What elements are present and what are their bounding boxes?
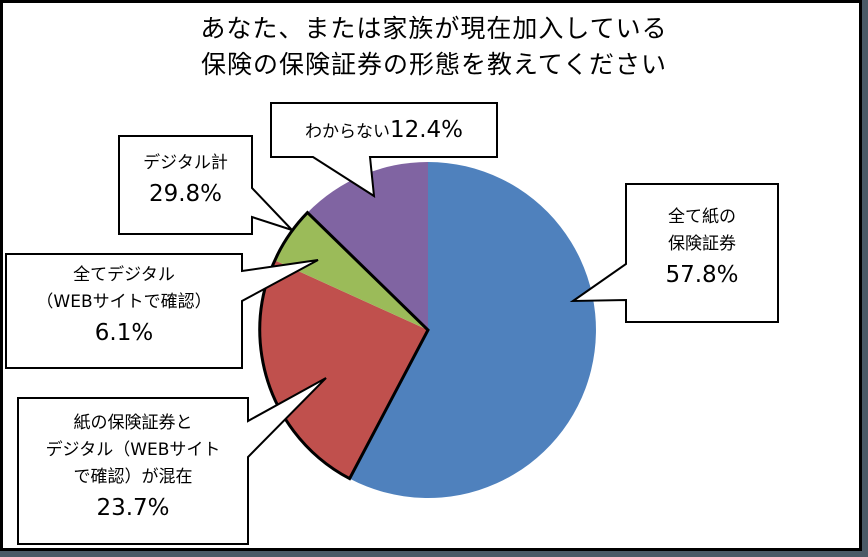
slice-mixed [260,260,428,479]
label-mixed-l1: 紙の保険証券と [73,413,193,433]
label-mixed-pct: 23.7% [96,495,170,521]
label-paper: 全て紙の 保険証券 57.8% [626,204,778,292]
title-line-1: あなた、または家族が現在加入している [200,14,668,43]
label-digital-total: デジタル計 29.8% [119,150,252,211]
label-all-digital-l2: （WEBサイトで確認） [36,292,212,312]
label-paper-pct: 57.8% [665,262,739,288]
label-mixed-l3: で確認）が混在 [73,467,193,487]
label-unknown: わからない12.4% [271,113,497,147]
label-unknown-pct: 12.4% [389,117,464,143]
label-paper-l1: 全て紙の [668,207,736,227]
chart-title: あなた、または家族が現在加入している 保険の保険証券の形態を教えてください [3,11,865,83]
slice-paper [349,162,596,498]
label-unknown-text: わからない [304,122,390,142]
title-line-2: 保険の保険証券の形態を教えてください [200,50,667,79]
label-digital-total-text: デジタル計 [143,153,228,173]
label-digital-total-pct: 29.8% [148,181,223,207]
label-all-digital: 全てデジタル （WEBサイトで確認） 6.1% [6,262,242,350]
slice-unknown [307,161,428,330]
label-all-digital-pct: 6.1% [94,320,154,346]
slice-digital [275,212,428,330]
label-all-digital-l1: 全てデジタル [73,265,175,285]
label-mixed-l2: デジタル（WEBサイト [45,440,221,460]
label-mixed: 紙の保険証券と デジタル（WEBサイト で確認）が混在 23.7% [18,410,248,525]
pie-slices [258,161,596,498]
label-paper-l2: 保険証券 [668,234,736,254]
callouts [5,102,779,545]
digital-total-outline [258,210,430,481]
